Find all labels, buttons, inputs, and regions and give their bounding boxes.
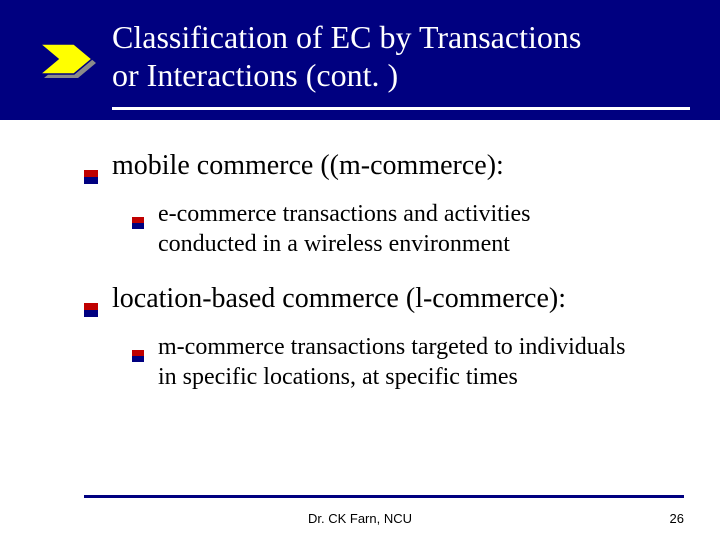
bullet-level2: m-commerce transactions targeted to indi… [132,332,632,392]
slide-header: Classification of EC by Transactions or … [0,0,720,120]
square-bullet-icon [132,340,144,370]
sub-bullet-text: e-commerce transactions and activities c… [158,201,531,257]
square-bullet-icon [84,291,98,326]
bullet-level1: location-based commerce (l-commerce): [84,281,660,316]
square-bullet-icon [84,158,98,193]
bullet-level2: e-commerce transactions and activities c… [132,199,632,259]
arrow-icon [38,42,100,89]
bullet-text: location-based commerce (l-commerce): [112,283,566,314]
slide-content: mobile commerce ((m-commerce): e-commerc… [0,120,720,392]
title-line-2: or Interactions (cont. ) [112,57,398,93]
square-bullet-icon [132,207,144,237]
slide-title: Classification of EC by Transactions or … [112,18,720,95]
bullet-text: mobile commerce ((m-commerce): [112,150,504,181]
title-line-1: Classification of EC by Transactions [112,19,581,55]
footer-author: Dr. CK Farn, NCU [0,511,720,526]
footer-page-number: 26 [670,511,684,526]
footer-divider [84,495,684,498]
title-underline [112,107,690,110]
sub-bullet-text: m-commerce transactions targeted to indi… [158,334,625,390]
bullet-level1: mobile commerce ((m-commerce): [84,148,660,183]
